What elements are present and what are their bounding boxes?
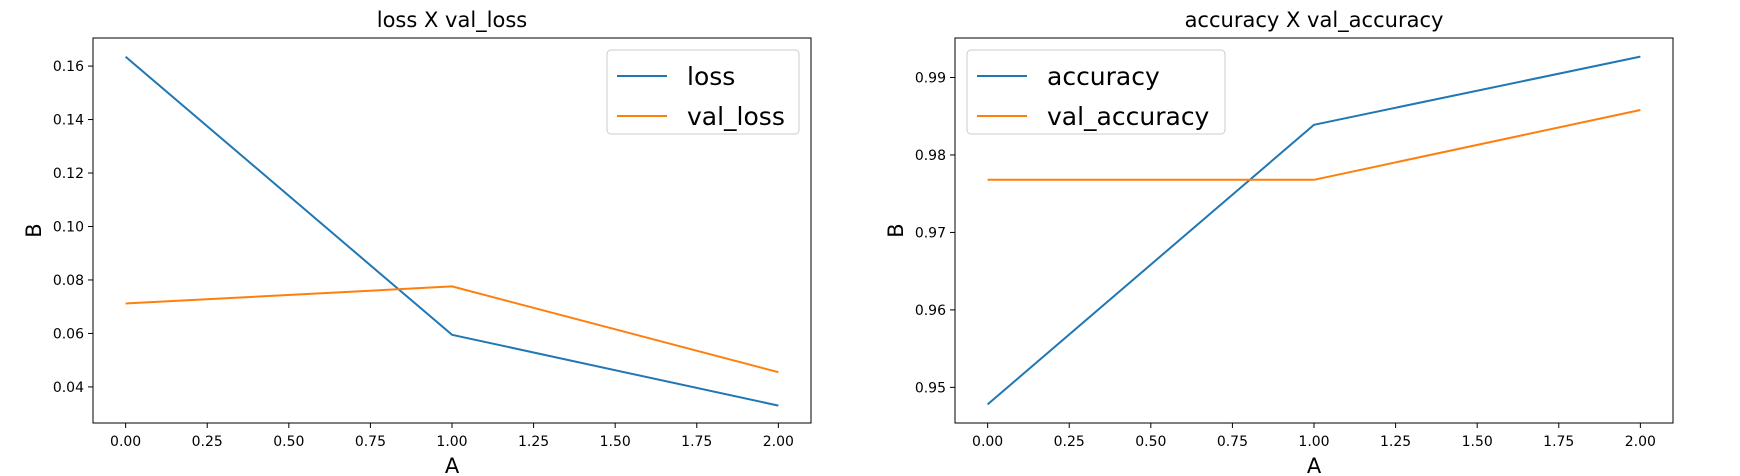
accuracy-chart: accuracy X val_accuracy 0.00 0.25 0.50 0.75 1… (884, 8, 1674, 476)
y-tick-label: 0.06 (53, 326, 84, 342)
legend-label-val_loss: val_loss (687, 102, 785, 131)
series-line-loss (124, 55, 779, 407)
x-tick-label: 1.50 (600, 434, 631, 450)
x-tick-label: 2.00 (1625, 434, 1656, 450)
x-tick-label: 2.00 (763, 434, 794, 450)
chart-title: accuracy X val_accuracy (1185, 8, 1444, 33)
y-tick-label: 0.12 (53, 166, 84, 182)
x-tick-label: 0.25 (192, 434, 223, 450)
legend: loss val_loss (606, 49, 800, 135)
x-axis-label: A (1307, 454, 1322, 476)
y-tick-label: 0.04 (53, 380, 84, 396)
x-tick-label: 0.00 (972, 434, 1003, 450)
legend-label-val_accuracy: val_accuracy (1047, 102, 1210, 131)
y-tick-label: 0.99 (915, 71, 946, 87)
y-tick-label: 0.96 (915, 303, 946, 319)
chart-title: loss X val_loss (377, 8, 528, 33)
x-tick-label: 1.00 (436, 434, 467, 450)
x-tick-label: 0.75 (1217, 434, 1248, 450)
legend-box (606, 49, 800, 135)
x-tick-label: 1.00 (1298, 434, 1329, 450)
x-tick-label: 1.75 (681, 434, 712, 450)
y-tick-label: 0.97 (915, 225, 946, 241)
y-axis-label: B (884, 223, 908, 237)
x-axis-label: A (445, 454, 460, 476)
legend-label-accuracy: accuracy (1047, 62, 1160, 91)
x-tick-label: 1.75 (1543, 434, 1574, 450)
x-tick-label: 0.50 (1135, 434, 1166, 450)
y-tick-label: 0.16 (53, 59, 84, 75)
legend-box (966, 49, 1226, 135)
y-tick-label: 0.98 (915, 148, 946, 164)
y-tick-label: 0.14 (53, 113, 84, 129)
x-tick-label: 0.25 (1054, 434, 1085, 450)
legend-label-loss: loss (687, 62, 735, 91)
loss-chart: loss X val_loss 0.00 0.25 0.50 0.75 1.00 1.25 1… (22, 8, 812, 476)
y-tick-label: 0.08 (53, 273, 84, 289)
series-line-accuracy (986, 55, 1641, 406)
x-tick-label: 1.25 (518, 434, 549, 450)
x-tick-label: 0.00 (110, 434, 141, 450)
y-tick-label: 0.95 (915, 380, 946, 396)
x-tick-label: 0.50 (273, 434, 304, 450)
y-axis-label: B (22, 223, 46, 237)
x-tick-label: 1.50 (1462, 434, 1493, 450)
x-tick-label: 1.25 (1380, 434, 1411, 450)
legend: accuracy val_accuracy (966, 49, 1226, 135)
y-tick-label: 0.10 (53, 219, 84, 235)
x-tick-label: 0.75 (355, 434, 386, 450)
series-line-val_loss (125, 285, 779, 374)
series-line-val_accuracy (987, 109, 1641, 181)
